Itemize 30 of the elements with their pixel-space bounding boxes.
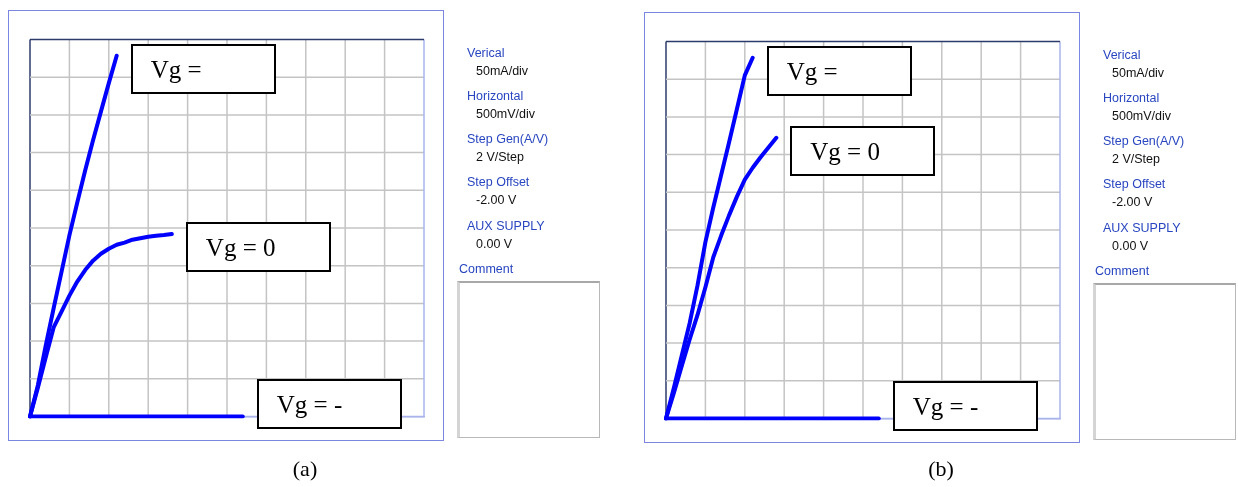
text: AUX SUPPLY bbox=[467, 218, 545, 234]
series-label: Vg = 0 bbox=[205, 232, 276, 263]
text: Step Gen(A/V) bbox=[467, 132, 549, 148]
text: 0.00 V bbox=[476, 236, 513, 252]
text: (b) bbox=[928, 456, 954, 482]
text: 500mV/div bbox=[1112, 108, 1172, 124]
text: (a) bbox=[292, 456, 318, 482]
series-label: Vg = 0 bbox=[810, 136, 880, 167]
text: Verical bbox=[1103, 47, 1141, 63]
text: -2.00 V bbox=[1112, 195, 1153, 211]
text: Verical bbox=[467, 45, 505, 61]
text: Step Offset bbox=[467, 175, 530, 191]
text: Step Gen(A/V) bbox=[1103, 134, 1185, 150]
text: 0.00 V bbox=[1112, 238, 1149, 254]
text: Horizontal bbox=[1103, 90, 1160, 106]
text: AUX SUPPLY bbox=[1103, 220, 1181, 236]
text: Comment bbox=[1095, 263, 1150, 279]
text: 50mA/div bbox=[1112, 65, 1165, 81]
text: 2 V/Step bbox=[476, 150, 524, 166]
text: Horizontal bbox=[467, 88, 524, 104]
text: 500mV/div bbox=[476, 106, 536, 122]
text: -2.00 V bbox=[476, 193, 517, 209]
series-label: Vg = bbox=[150, 54, 202, 85]
text: Comment bbox=[459, 261, 514, 277]
text: Step Offset bbox=[1103, 177, 1166, 193]
series-label: Vg = - bbox=[276, 389, 343, 420]
text: 50mA/div bbox=[476, 63, 529, 79]
series-label: Vg = - bbox=[912, 391, 979, 422]
text: 2 V/Step bbox=[1112, 152, 1160, 168]
series-label: Vg = bbox=[786, 56, 838, 87]
